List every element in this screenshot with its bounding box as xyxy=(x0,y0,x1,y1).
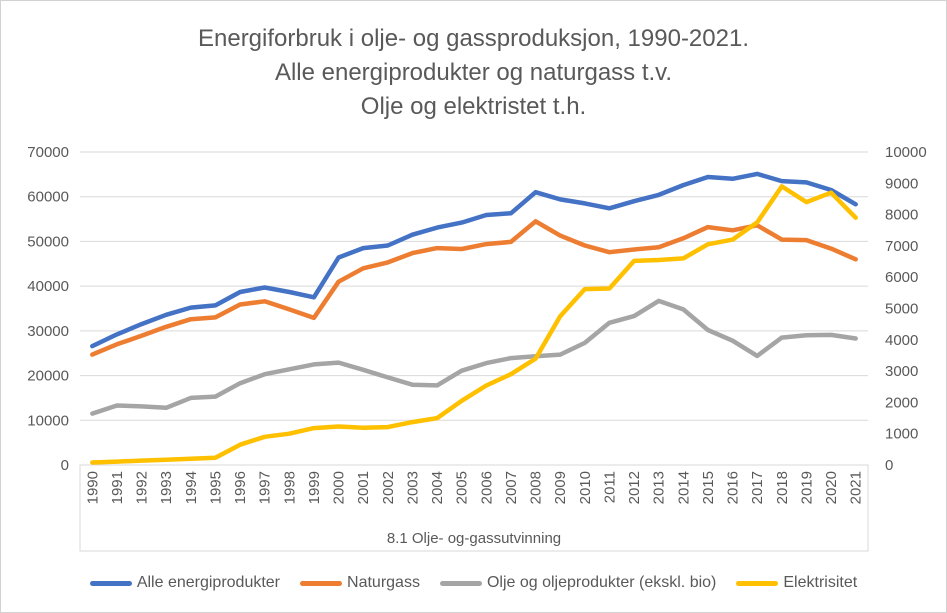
y-right-tick-label: 0 xyxy=(885,457,893,474)
x-tick-label: 2011 xyxy=(601,471,618,503)
legend-label-elektrisitet: Elektrisitet xyxy=(783,574,858,591)
legend-item-elektrisitet: Elektrisitet xyxy=(736,574,857,592)
x-tick-label: 2019 xyxy=(798,471,815,504)
x-tick-label: 1997 xyxy=(257,471,274,504)
x-tick-label: 2003 xyxy=(404,471,421,504)
x-tick-label: 2006 xyxy=(478,471,495,504)
x-tick-label: 2007 xyxy=(503,471,520,504)
y-right-tick-label: 6000 xyxy=(885,269,918,286)
y-left-tick-label: 60000 xyxy=(27,189,69,206)
x-tick-label: 2014 xyxy=(675,471,692,504)
y-left-tick-label: 30000 xyxy=(27,323,69,340)
y-right-tick-label: 2000 xyxy=(885,394,918,411)
chart-title: Energiforbruk i olje- og gassproduksjon,… xyxy=(1,22,946,124)
legend-swatch-alle-energiprodukter xyxy=(89,580,132,586)
x-tick-label: 2004 xyxy=(429,471,446,504)
y-right-tick-label: 3000 xyxy=(885,363,918,380)
x-tick-label: 2021 xyxy=(848,471,865,504)
legend-item-naturgass: Naturgass xyxy=(300,574,420,592)
y-right-tick-label: 5000 xyxy=(885,301,918,318)
x-tick-label: 1994 xyxy=(183,471,200,504)
x-tick-label: 2005 xyxy=(454,471,471,504)
x-tick-label: 1995 xyxy=(207,471,224,504)
x-tick-label: 1999 xyxy=(306,471,323,504)
x-tick-label: 1993 xyxy=(158,471,175,504)
y-right-tick-label: 8000 xyxy=(885,207,918,224)
series-line-olje-og-oljeprodukter-ekskl-bio xyxy=(90,298,858,416)
x-tick-label: 2015 xyxy=(700,471,717,504)
x-tick-label: 1991 xyxy=(109,471,126,504)
chart-title-line-2: Alle energiprodukter og naturgass t.v. xyxy=(274,59,673,86)
x-tick-label: 1992 xyxy=(134,471,151,504)
legend-item-alle-energiprodukter: Alle energiprodukter xyxy=(89,574,281,592)
series-line-elektrisitet xyxy=(90,184,858,465)
y-right-tick-label: 1000 xyxy=(885,426,918,443)
y-right-tick-label: 10000 xyxy=(885,144,927,161)
x-tick-label: 2017 xyxy=(749,471,766,504)
x-tick-label: 2016 xyxy=(725,471,742,504)
x-tick-label: 1996 xyxy=(232,471,249,504)
legend-swatch-naturgass xyxy=(300,580,343,586)
legend-swatch-elektrisitet xyxy=(736,580,779,586)
x-tick-label: 2018 xyxy=(774,471,791,504)
x-tick-label: 2020 xyxy=(823,471,840,504)
x-tick-label: 2000 xyxy=(331,471,348,504)
x-tick-label: 2002 xyxy=(380,471,397,504)
x-tick-label: 1998 xyxy=(281,471,298,504)
y-right-tick-label: 9000 xyxy=(885,175,918,192)
x-tick-label: 2013 xyxy=(651,471,668,504)
y-left-tick-label: 10000 xyxy=(27,412,69,429)
legend-label-alle-energiprodukter: Alle energiprodukter xyxy=(136,574,281,591)
legend-swatch-olje-og-oljeprodukter xyxy=(439,580,482,586)
x-tick-label: 2008 xyxy=(528,471,545,504)
legend: Alle energiprodukter Naturgass Olje og o… xyxy=(1,574,946,592)
x-axis-title: 8.1 Olje- og-gassutvinning xyxy=(387,530,561,547)
x-tick-label: 2001 xyxy=(355,471,372,504)
y-right-tick-label: 4000 xyxy=(885,332,918,349)
y-left-tick-label: 0 xyxy=(61,457,69,474)
x-tick-label: 2012 xyxy=(626,471,643,504)
series-line-alle-energiprodukter xyxy=(90,171,858,349)
chart-title-line-3: Olje og elektristet t.h. xyxy=(360,93,587,120)
x-tick-label: 1990 xyxy=(84,471,101,504)
y-left-tick-label: 50000 xyxy=(27,233,69,250)
x-tick-label: 2009 xyxy=(552,471,569,504)
x-axis-strip xyxy=(79,464,869,552)
x-tick-label: 2010 xyxy=(577,471,594,504)
chart-title-line-1: Energiforbruk i olje- og gassproduksjon,… xyxy=(197,25,749,52)
y-left-tick-label: 40000 xyxy=(27,278,69,295)
y-right-tick-label: 7000 xyxy=(885,238,918,255)
y-left-tick-label: 70000 xyxy=(27,144,69,161)
legend-item-olje-og-oljeprodukter: Olje og oljeprodukter (ekskl. bio) xyxy=(439,574,717,592)
y-left-tick-label: 20000 xyxy=(27,368,69,385)
legend-label-olje-og-oljeprodukter: Olje og oljeprodukter (ekskl. bio) xyxy=(486,574,717,591)
series-line-naturgass xyxy=(90,219,858,357)
legend-label-naturgass: Naturgass xyxy=(347,574,420,591)
